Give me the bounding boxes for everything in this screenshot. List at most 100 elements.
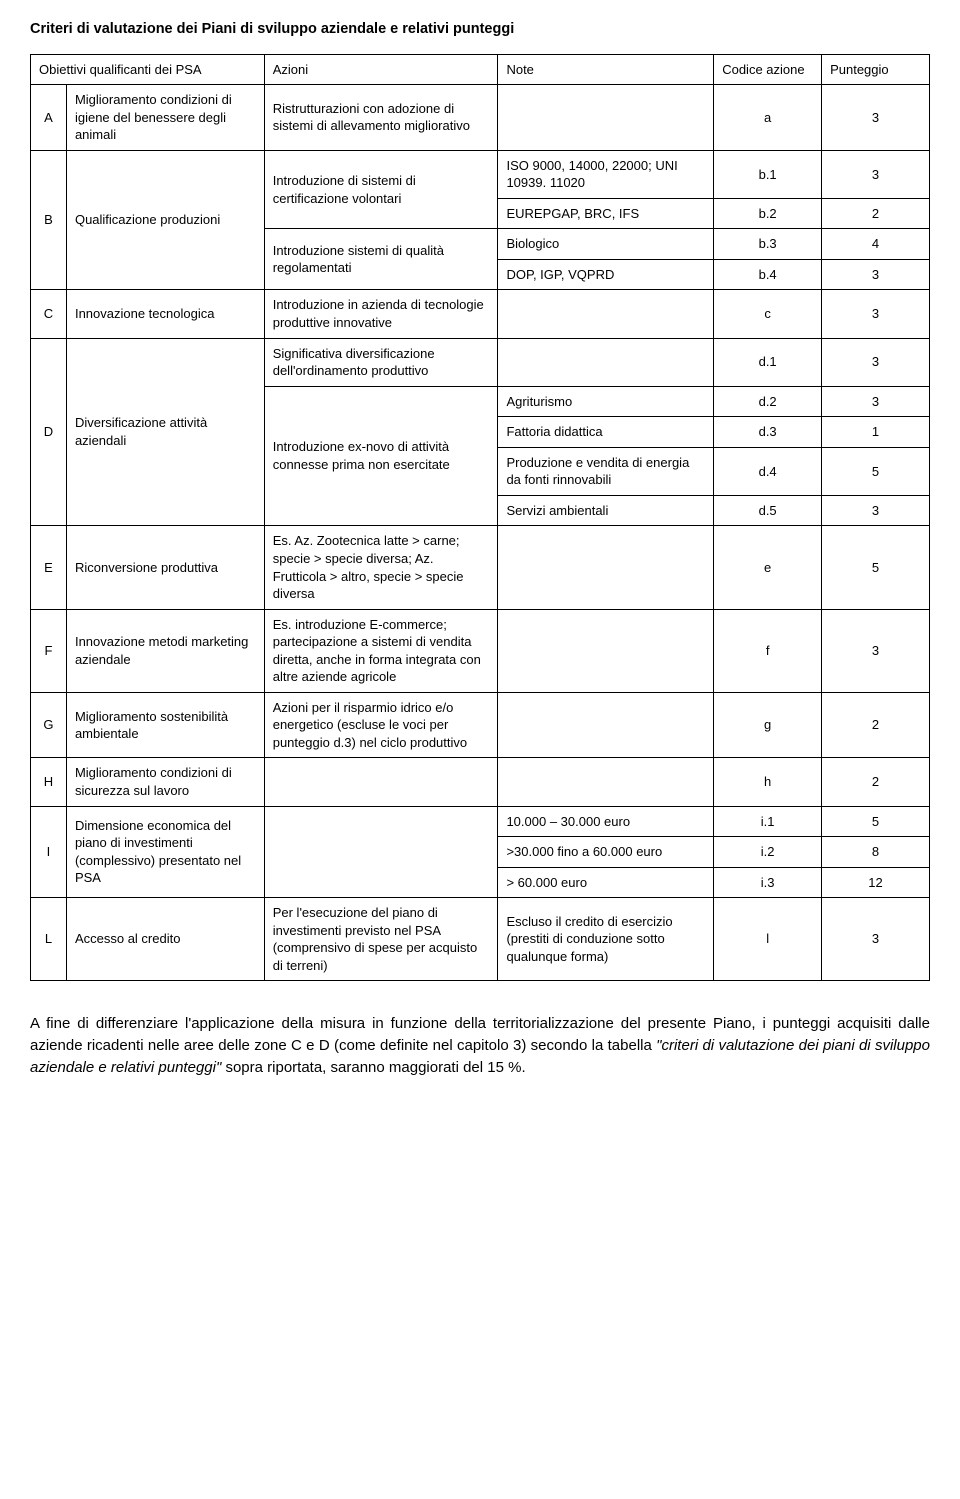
cell-score: 3 xyxy=(822,290,930,338)
cell-note xyxy=(498,609,714,692)
cell-code: b.2 xyxy=(714,198,822,229)
cell-score: 2 xyxy=(822,692,930,758)
cell-code: d.5 xyxy=(714,495,822,526)
row-d1: D Diversificazione attività aziendali Si… xyxy=(31,338,930,386)
cell-act: Introduzione di sistemi di certificazion… xyxy=(264,150,498,229)
cell-note: Agriturismo xyxy=(498,386,714,417)
cell-note: 10.000 – 30.000 euro xyxy=(498,806,714,837)
cell-score: 3 xyxy=(822,386,930,417)
cell-act: Introduzione sistemi di qualità regolame… xyxy=(264,229,498,290)
cell-act: Azioni per il risparmio idrico e/o energ… xyxy=(264,692,498,758)
cell-letter: D xyxy=(31,338,67,526)
cell-code: i.3 xyxy=(714,867,822,898)
cell-obj: Innovazione tecnologica xyxy=(66,290,264,338)
cell-letter: E xyxy=(31,526,67,609)
row-l: L Accesso al credito Per l'esecuzione de… xyxy=(31,898,930,981)
cell-score: 1 xyxy=(822,417,930,448)
cell-code: f xyxy=(714,609,822,692)
cell-note: Escluso il credito di esercizio (prestit… xyxy=(498,898,714,981)
cell-act: Introduzione ex-novo di attività conness… xyxy=(264,386,498,526)
footer-paragraph: A fine di differenziare l'applicazione d… xyxy=(30,1013,930,1078)
cell-letter: G xyxy=(31,692,67,758)
cell-score: 5 xyxy=(822,447,930,495)
cell-code: d.3 xyxy=(714,417,822,448)
cell-code: i.1 xyxy=(714,806,822,837)
cell-score: 8 xyxy=(822,837,930,868)
cell-obj: Miglioramento condizioni di igiene del b… xyxy=(66,85,264,151)
cell-act: Es. introduzione E-commerce; partecipazi… xyxy=(264,609,498,692)
paragraph-post: sopra riportata, saranno maggiorati del … xyxy=(221,1059,525,1076)
row-h: H Miglioramento condizioni di sicurezza … xyxy=(31,758,930,806)
cell-obj: Qualificazione produzioni xyxy=(66,150,264,290)
cell-code: b.3 xyxy=(714,229,822,260)
cell-note xyxy=(498,758,714,806)
cell-score: 3 xyxy=(822,898,930,981)
cell-letter: H xyxy=(31,758,67,806)
cell-letter: L xyxy=(31,898,67,981)
cell-score: 3 xyxy=(822,609,930,692)
cell-note: Fattoria didattica xyxy=(498,417,714,448)
row-b1: B Qualificazione produzioni Introduzione… xyxy=(31,150,930,198)
th-obj: Obiettivi qualificanti dei PSA xyxy=(31,54,265,85)
cell-score: 5 xyxy=(822,526,930,609)
cell-obj: Diversificazione attività aziendali xyxy=(66,338,264,526)
cell-code: d.1 xyxy=(714,338,822,386)
cell-code: b.4 xyxy=(714,259,822,290)
cell-code: b.1 xyxy=(714,150,822,198)
cell-code: c xyxy=(714,290,822,338)
cell-letter: B xyxy=(31,150,67,290)
cell-note: >30.000 fino a 60.000 euro xyxy=(498,837,714,868)
cell-act: Significativa diversificazione dell'ordi… xyxy=(264,338,498,386)
cell-score: 4 xyxy=(822,229,930,260)
cell-code: h xyxy=(714,758,822,806)
cell-score: 2 xyxy=(822,758,930,806)
cell-note: ISO 9000, 14000, 22000; UNI 10939. 11020 xyxy=(498,150,714,198)
cell-note xyxy=(498,692,714,758)
cell-note: Produzione e vendita di energia da fonti… xyxy=(498,447,714,495)
page-title: Criteri di valutazione dei Piani di svil… xyxy=(30,20,930,40)
criteria-table: Obiettivi qualificanti dei PSA Azioni No… xyxy=(30,54,930,982)
row-g: G Miglioramento sostenibilità ambientale… xyxy=(31,692,930,758)
cell-score: 2 xyxy=(822,198,930,229)
cell-act xyxy=(264,758,498,806)
cell-note: Servizi ambientali xyxy=(498,495,714,526)
header-row: Obiettivi qualificanti dei PSA Azioni No… xyxy=(31,54,930,85)
cell-score: 3 xyxy=(822,85,930,151)
cell-code: d.2 xyxy=(714,386,822,417)
cell-score: 12 xyxy=(822,867,930,898)
cell-act: Es. Az. Zootecnica latte > carne; specie… xyxy=(264,526,498,609)
cell-obj: Innovazione metodi marketing aziendale xyxy=(66,609,264,692)
cell-obj: Dimensione economica del piano di invest… xyxy=(66,806,264,898)
th-note: Note xyxy=(498,54,714,85)
cell-score: 3 xyxy=(822,338,930,386)
cell-note xyxy=(498,526,714,609)
cell-note: EUREPGAP, BRC, IFS xyxy=(498,198,714,229)
th-act: Azioni xyxy=(264,54,498,85)
row-a: A Miglioramento condizioni di igiene del… xyxy=(31,85,930,151)
cell-letter: F xyxy=(31,609,67,692)
cell-code: g xyxy=(714,692,822,758)
row-c: C Innovazione tecnologica Introduzione i… xyxy=(31,290,930,338)
cell-obj: Accesso al credito xyxy=(66,898,264,981)
cell-note: DOP, IGP, VQPRD xyxy=(498,259,714,290)
row-f: F Innovazione metodi marketing aziendale… xyxy=(31,609,930,692)
cell-act: Ristrutturazioni con adozione di sistemi… xyxy=(264,85,498,151)
cell-note xyxy=(498,338,714,386)
cell-code: a xyxy=(714,85,822,151)
cell-letter: I xyxy=(31,806,67,898)
cell-note xyxy=(498,85,714,151)
row-e: E Riconversione produttiva Es. Az. Zoote… xyxy=(31,526,930,609)
cell-note: Biologico xyxy=(498,229,714,260)
cell-note xyxy=(498,290,714,338)
cell-obj: Miglioramento sostenibilità ambientale xyxy=(66,692,264,758)
cell-score: 3 xyxy=(822,495,930,526)
cell-code: i.2 xyxy=(714,837,822,868)
cell-letter: A xyxy=(31,85,67,151)
cell-act: Per l'esecuzione del piano di investimen… xyxy=(264,898,498,981)
cell-obj: Riconversione produttiva xyxy=(66,526,264,609)
row-i1: I Dimensione economica del piano di inve… xyxy=(31,806,930,837)
cell-code: d.4 xyxy=(714,447,822,495)
th-score: Punteggio xyxy=(822,54,930,85)
cell-act xyxy=(264,806,498,898)
cell-note: > 60.000 euro xyxy=(498,867,714,898)
